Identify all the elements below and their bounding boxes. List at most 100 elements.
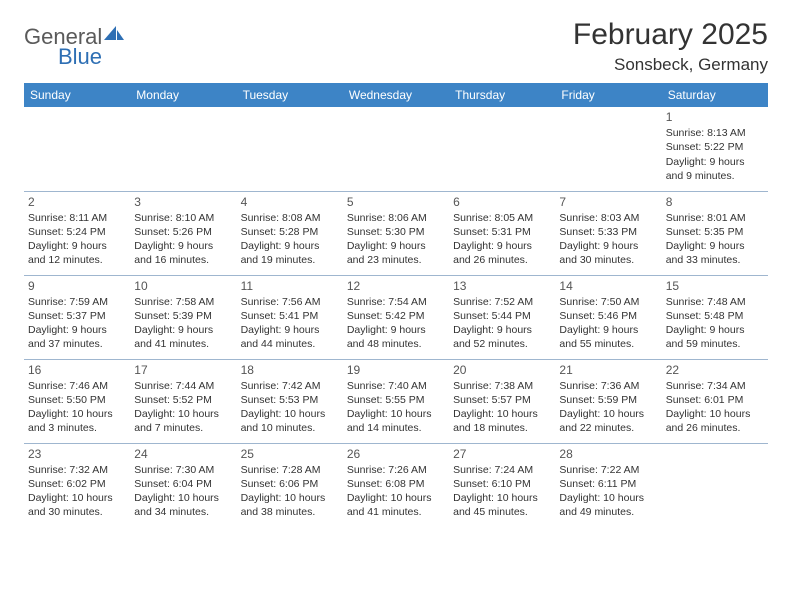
day-number: 26 bbox=[347, 446, 445, 462]
day-number: 11 bbox=[241, 278, 339, 294]
sunset-text: Sunset: 6:04 PM bbox=[134, 477, 232, 491]
day-number: 18 bbox=[241, 362, 339, 378]
day-number: 21 bbox=[559, 362, 657, 378]
daylight-text: Daylight: 9 hours and 9 minutes. bbox=[666, 155, 764, 183]
day-number: 2 bbox=[28, 194, 126, 210]
sunset-text: Sunset: 6:02 PM bbox=[28, 477, 126, 491]
calendar-day-cell: 16Sunrise: 7:46 AMSunset: 5:50 PMDayligh… bbox=[24, 359, 130, 443]
day-number: 28 bbox=[559, 446, 657, 462]
daylight-text: Daylight: 9 hours and 52 minutes. bbox=[453, 323, 551, 351]
calendar-day-cell: 5Sunrise: 8:06 AMSunset: 5:30 PMDaylight… bbox=[343, 191, 449, 275]
sunset-text: Sunset: 6:10 PM bbox=[453, 477, 551, 491]
day-number: 22 bbox=[666, 362, 764, 378]
calendar-day-cell: 22Sunrise: 7:34 AMSunset: 6:01 PMDayligh… bbox=[662, 359, 768, 443]
daylight-text: Daylight: 10 hours and 49 minutes. bbox=[559, 491, 657, 519]
sunrise-text: Sunrise: 8:06 AM bbox=[347, 211, 445, 225]
sunset-text: Sunset: 5:39 PM bbox=[134, 309, 232, 323]
sunrise-text: Sunrise: 7:28 AM bbox=[241, 463, 339, 477]
daylight-text: Daylight: 9 hours and 30 minutes. bbox=[559, 239, 657, 267]
day-number: 25 bbox=[241, 446, 339, 462]
sunset-text: Sunset: 5:30 PM bbox=[347, 225, 445, 239]
sunrise-text: Sunrise: 7:48 AM bbox=[666, 295, 764, 309]
sunrise-text: Sunrise: 7:44 AM bbox=[134, 379, 232, 393]
day-number: 27 bbox=[453, 446, 551, 462]
day-number: 15 bbox=[666, 278, 764, 294]
day-number: 8 bbox=[666, 194, 764, 210]
sunrise-text: Sunrise: 8:01 AM bbox=[666, 211, 764, 225]
sunset-text: Sunset: 5:44 PM bbox=[453, 309, 551, 323]
day-number: 13 bbox=[453, 278, 551, 294]
daylight-text: Daylight: 10 hours and 26 minutes. bbox=[666, 407, 764, 435]
weekday-header-row: Sunday Monday Tuesday Wednesday Thursday… bbox=[24, 83, 768, 107]
daylight-text: Daylight: 9 hours and 12 minutes. bbox=[28, 239, 126, 267]
weekday-header: Saturday bbox=[662, 83, 768, 107]
sunrise-text: Sunrise: 8:13 AM bbox=[666, 126, 764, 140]
day-number: 9 bbox=[28, 278, 126, 294]
page-header: GeneralBlue February 2025 Sonsbeck, Germ… bbox=[24, 18, 768, 75]
calendar-day-cell: 11Sunrise: 7:56 AMSunset: 5:41 PMDayligh… bbox=[237, 275, 343, 359]
sunset-text: Sunset: 5:37 PM bbox=[28, 309, 126, 323]
sunset-text: Sunset: 5:55 PM bbox=[347, 393, 445, 407]
sunrise-text: Sunrise: 7:52 AM bbox=[453, 295, 551, 309]
month-title: February 2025 bbox=[573, 18, 768, 51]
sunset-text: Sunset: 5:59 PM bbox=[559, 393, 657, 407]
sunrise-text: Sunrise: 7:38 AM bbox=[453, 379, 551, 393]
sunset-text: Sunset: 6:11 PM bbox=[559, 477, 657, 491]
day-number: 6 bbox=[453, 194, 551, 210]
weekday-header: Wednesday bbox=[343, 83, 449, 107]
calendar-empty-cell bbox=[130, 107, 236, 191]
daylight-text: Daylight: 9 hours and 33 minutes. bbox=[666, 239, 764, 267]
sunrise-text: Sunrise: 7:59 AM bbox=[28, 295, 126, 309]
sunset-text: Sunset: 6:01 PM bbox=[666, 393, 764, 407]
calendar-empty-cell bbox=[343, 107, 449, 191]
calendar-week-row: 9Sunrise: 7:59 AMSunset: 5:37 PM Daylight… bbox=[24, 275, 768, 359]
sunrise-text: Sunrise: 7:34 AM bbox=[666, 379, 764, 393]
calendar-day-cell: 10Sunrise: 7:58 AMSunset: 5:39 PMDayligh… bbox=[130, 275, 236, 359]
sunrise-text: Sunrise: 7:42 AM bbox=[241, 379, 339, 393]
sunrise-text: Sunrise: 7:46 AM bbox=[28, 379, 126, 393]
sunrise-text: Sunrise: 7:56 AM bbox=[241, 295, 339, 309]
sunset-text: Sunset: 5:41 PM bbox=[241, 309, 339, 323]
sunrise-text: Sunrise: 7:54 AM bbox=[347, 295, 445, 309]
sunrise-text: Sunrise: 7:24 AM bbox=[453, 463, 551, 477]
day-number: 7 bbox=[559, 194, 657, 210]
calendar-day-cell: 20Sunrise: 7:38 AMSunset: 5:57 PMDayligh… bbox=[449, 359, 555, 443]
title-block: February 2025 Sonsbeck, Germany bbox=[573, 18, 768, 75]
sunset-text: Sunset: 5:26 PM bbox=[134, 225, 232, 239]
daylight-text: Daylight: 10 hours and 10 minutes. bbox=[241, 407, 339, 435]
sunrise-text: Sunrise: 7:58 AM bbox=[134, 295, 232, 309]
daylight-text: Daylight: 10 hours and 45 minutes. bbox=[453, 491, 551, 519]
day-number: 24 bbox=[134, 446, 232, 462]
calendar-day-cell: 26Sunrise: 7:26 AMSunset: 6:08 PMDayligh… bbox=[343, 443, 449, 527]
day-number: 20 bbox=[453, 362, 551, 378]
daylight-text: Daylight: 9 hours and 48 minutes. bbox=[347, 323, 445, 351]
sunset-text: Sunset: 5:42 PM bbox=[347, 309, 445, 323]
sunrise-text: Sunrise: 7:50 AM bbox=[559, 295, 657, 309]
brand-logo: GeneralBlue bbox=[24, 18, 126, 70]
sunrise-text: Sunrise: 8:03 AM bbox=[559, 211, 657, 225]
sunrise-text: Sunrise: 8:11 AM bbox=[28, 211, 126, 225]
daylight-text: Daylight: 10 hours and 34 minutes. bbox=[134, 491, 232, 519]
daylight-text: Daylight: 10 hours and 7 minutes. bbox=[134, 407, 232, 435]
day-number: 16 bbox=[28, 362, 126, 378]
daylight-text: Daylight: 9 hours and 23 minutes. bbox=[347, 239, 445, 267]
sunset-text: Sunset: 5:22 PM bbox=[666, 140, 764, 154]
calendar-day-cell: 12Sunrise: 7:54 AMSunset: 5:42 PMDayligh… bbox=[343, 275, 449, 359]
sunset-text: Sunset: 5:57 PM bbox=[453, 393, 551, 407]
daylight-text: Daylight: 9 hours and 16 minutes. bbox=[134, 239, 232, 267]
sunset-text: Sunset: 5:33 PM bbox=[559, 225, 657, 239]
weekday-header: Friday bbox=[555, 83, 661, 107]
calendar-day-cell: 17Sunrise: 7:44 AMSunset: 5:52 PMDayligh… bbox=[130, 359, 236, 443]
calendar-day-cell: 2Sunrise: 8:11 AMSunset: 5:24 PMDaylight… bbox=[24, 191, 130, 275]
daylight-text: Daylight: 10 hours and 18 minutes. bbox=[453, 407, 551, 435]
day-number: 10 bbox=[134, 278, 232, 294]
sunset-text: Sunset: 6:08 PM bbox=[347, 477, 445, 491]
daylight-text: Daylight: 9 hours and 41 minutes. bbox=[134, 323, 232, 351]
daylight-text: Daylight: 10 hours and 30 minutes. bbox=[28, 491, 126, 519]
sunrise-text: Sunrise: 8:05 AM bbox=[453, 211, 551, 225]
calendar-empty-cell bbox=[24, 107, 130, 191]
sunset-text: Sunset: 5:52 PM bbox=[134, 393, 232, 407]
calendar-empty-cell bbox=[449, 107, 555, 191]
day-number: 12 bbox=[347, 278, 445, 294]
calendar-day-cell: 18Sunrise: 7:42 AMSunset: 5:53 PMDayligh… bbox=[237, 359, 343, 443]
